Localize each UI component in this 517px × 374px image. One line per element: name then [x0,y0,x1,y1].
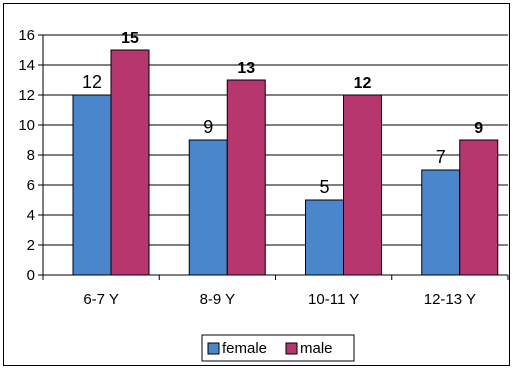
legend: female male [201,334,355,362]
data-label-male-1: 13 [237,60,255,77]
y-tick-label-0: 0 [27,267,35,284]
x-tick-label-2: 10-11 Y [308,291,359,308]
y-tick-label-6: 6 [27,177,35,194]
bar-male-1 [226,79,266,276]
x-tick-label-3: 12-13 Y [424,291,476,308]
y-tick-label-12: 12 [18,87,35,104]
data-label-female-3: 7 [436,147,446,167]
bar-male-2 [343,94,382,276]
data-label-female-1: 9 [203,117,213,137]
y-tick-label-8: 8 [27,147,35,164]
bar-female-1 [188,139,228,276]
data-label-male-2: 12 [354,75,372,92]
bar-male-3 [459,139,499,276]
legend-box [201,334,355,362]
y-tick-label-10: 10 [18,117,35,134]
bars [72,49,499,276]
bar-female-0 [72,94,112,276]
bar-female-2 [305,199,344,276]
bar-female-3 [421,169,461,276]
bar-male-0 [110,49,150,276]
y-tick-label-4: 4 [27,207,35,224]
labels: 0 2 4 6 8 10 12 14 16 12 15 6-7 Y 9 13 8-9 Y 5 12 10-11 Y… [18,27,483,308]
data-label-female-0: 12 [82,72,102,92]
legend-label-male: male [300,340,333,357]
y-tick-label-2: 2 [27,237,35,254]
data-label-male-0: 15 [121,30,139,47]
axes [38,34,509,280]
y-tick-label-14: 14 [18,57,35,74]
legend-label-female: female [222,340,267,357]
data-label-female-2: 5 [319,177,329,197]
x-tick-label-0: 6-7 Y [83,291,119,308]
legend-swatch-female [207,342,220,355]
legend-swatch-male [285,342,298,355]
y-tick-label-16: 16 [18,27,35,44]
x-tick-label-1: 8-9 Y [200,291,236,308]
data-label-male-3: 9 [474,120,483,137]
